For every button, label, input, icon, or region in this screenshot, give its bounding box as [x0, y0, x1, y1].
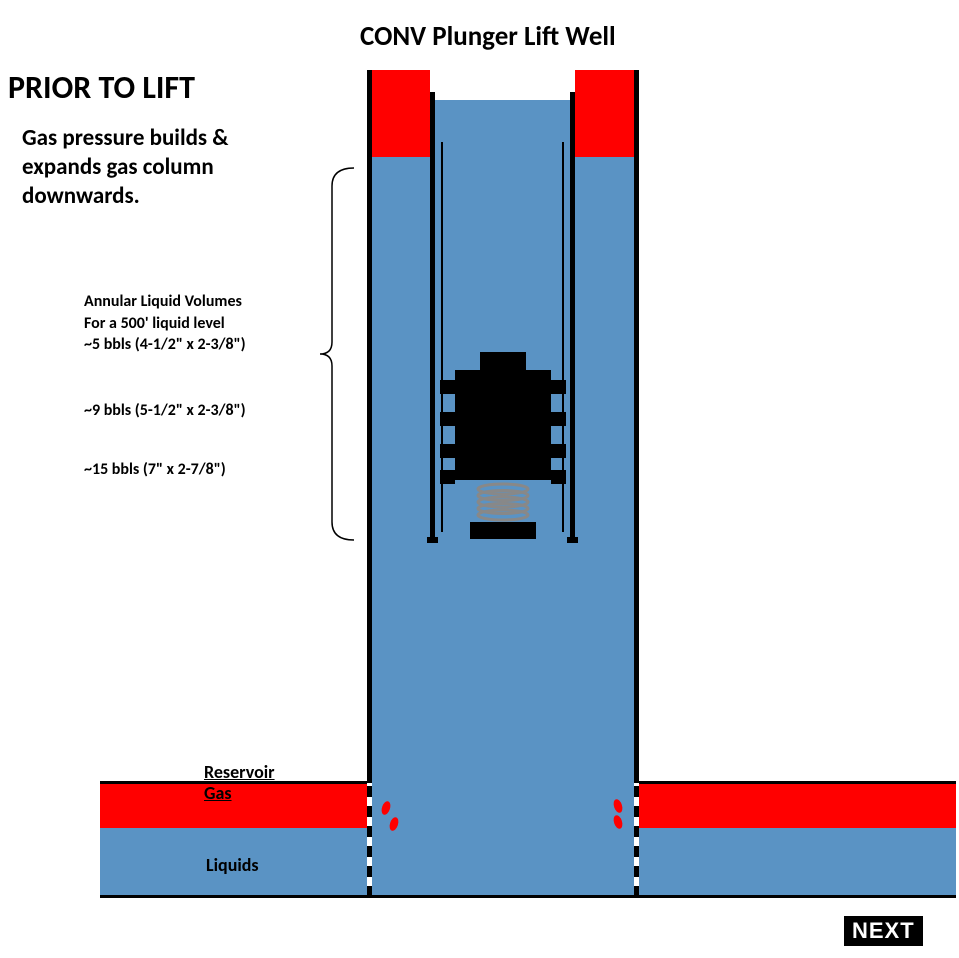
reservoir-gas-line: Reservoir: [204, 762, 275, 783]
annular-line: ~5 bbls (4-1/2" x 2-3/8"): [84, 334, 246, 356]
diagram-title: CONV Plunger Lift Well: [360, 20, 616, 53]
reservoir-gas-line: Gas: [204, 783, 275, 804]
annular-volumes: Annular Liquid Volumes For a 500' liquid…: [84, 291, 246, 356]
annular-line: For a 500' liquid level: [84, 313, 246, 335]
phase-heading: PRIOR TO LIFT: [8, 68, 195, 107]
gas-desc-line: Gas pressure builds &: [22, 124, 229, 153]
annular-line: ~9 bbls (5-1/2" x 2-3/8"): [84, 401, 246, 420]
gas-desc-line: downwards.: [22, 182, 229, 211]
reservoir-gas-label: Reservoir Gas: [204, 762, 275, 803]
gas-desc-line: expands gas column: [22, 153, 229, 182]
annular-line: ~15 bbls (7" x 2-7/8"): [84, 460, 226, 479]
next-button[interactable]: NEXT: [844, 916, 923, 946]
annular-line: Annular Liquid Volumes: [84, 291, 246, 313]
gas-description: Gas pressure builds & expands gas column…: [22, 124, 229, 210]
liquids-label: Liquids: [206, 854, 259, 876]
